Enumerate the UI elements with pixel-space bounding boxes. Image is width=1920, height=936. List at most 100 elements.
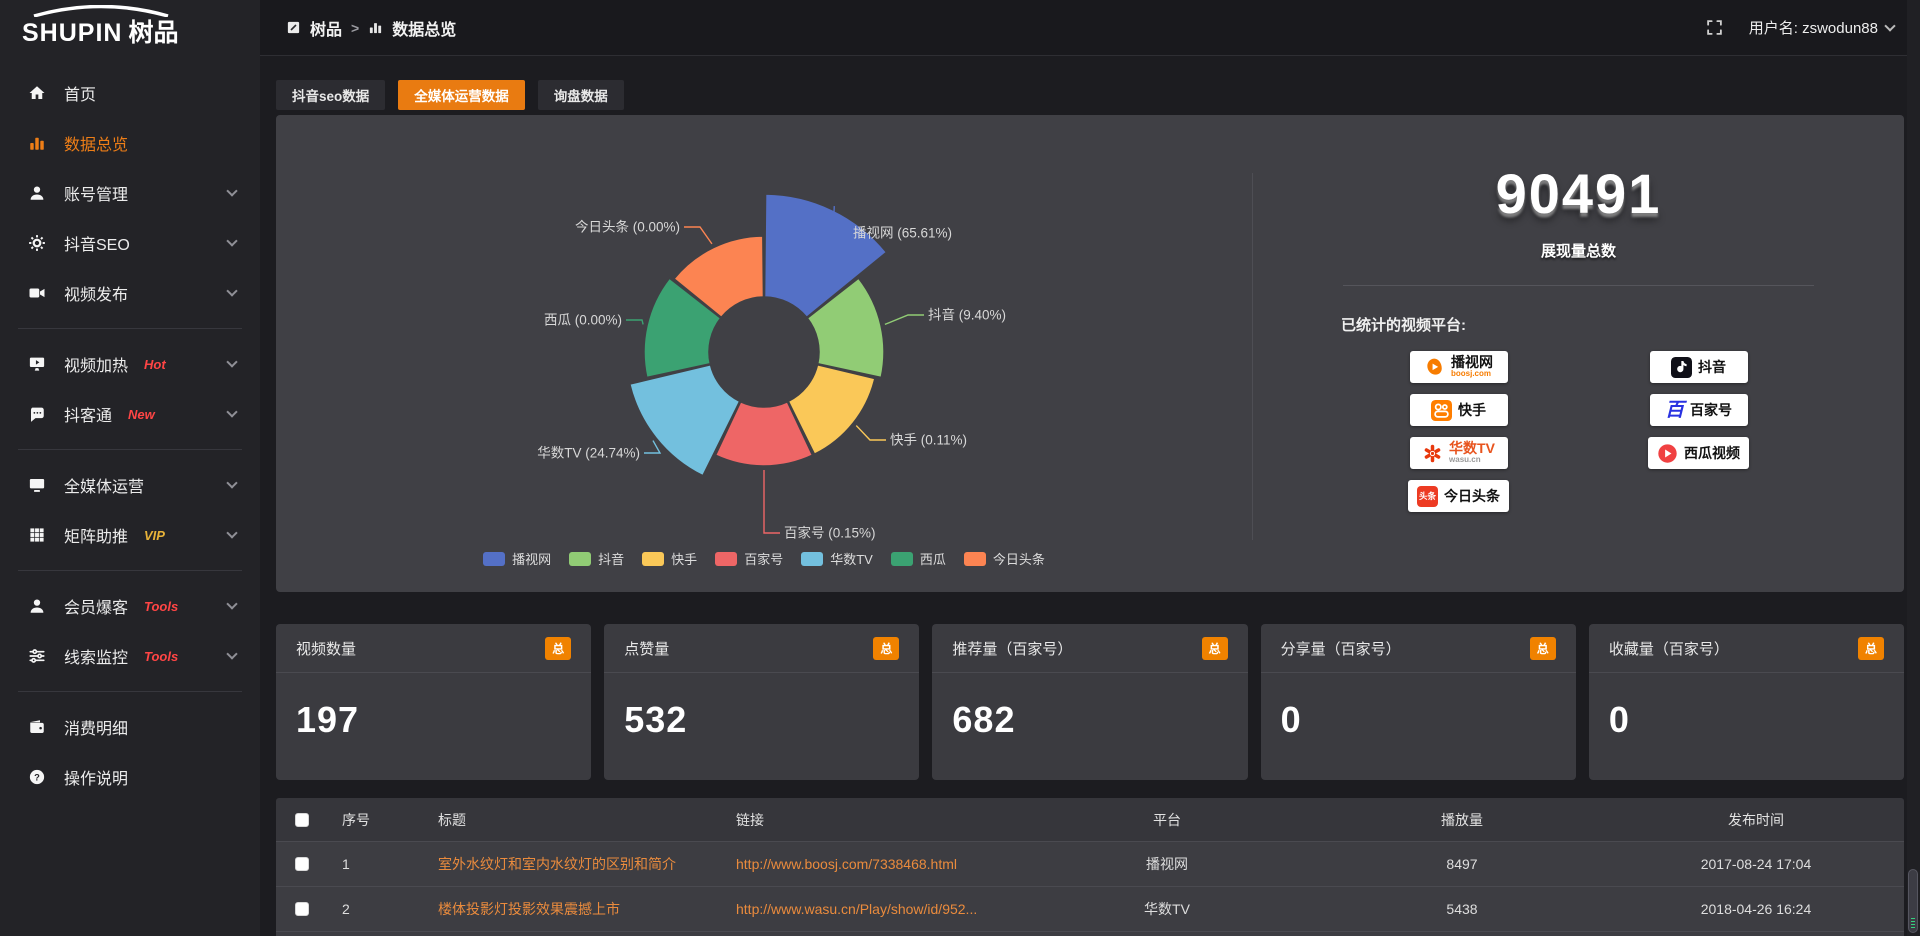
pie-slice-西瓜[interactable] (643, 277, 722, 379)
select-all-checkbox[interactable] (295, 812, 309, 827)
stat-card-3: 分享量（百家号） 总 0 (1260, 624, 1576, 780)
stat-card-value: 682 (952, 699, 1016, 740)
douyin-logo-icon (1671, 356, 1692, 378)
slice-label: 西瓜 (0.00%) (544, 313, 622, 328)
tab-0[interactable]: 抖音seo数据 (276, 80, 386, 110)
cell-plays: 5438 (1446, 901, 1478, 917)
pie-slice-百家号[interactable] (714, 400, 814, 467)
sidebar-item-10[interactable]: 线索监控 Tools (0, 631, 260, 681)
platform-badge-百家号: 百百家号 (1649, 394, 1748, 426)
sidebar-item-12[interactable]: ? 操作说明 (0, 752, 260, 802)
sidebar-item-3[interactable]: 抖音SEO (0, 218, 260, 268)
page-scrollbar[interactable] (1907, 0, 1920, 936)
sidebar-item-label: 数据总览 (64, 137, 129, 154)
sidebar-item-badge: VIP (144, 527, 165, 543)
user-menu[interactable]: 用户名: zswodun88 (1749, 17, 1896, 38)
scrollbar-marks (1911, 917, 1915, 928)
chat-icon (28, 404, 48, 424)
slice-label: 华数TV (24.74%) (537, 446, 640, 461)
logo[interactable]: SHUPIN 树品 (0, 0, 260, 56)
stat-card-total-badge: 总 (1201, 636, 1228, 660)
tab-2[interactable]: 询盘数据 (537, 80, 624, 110)
sidebar-item-0[interactable]: 首页 (0, 68, 260, 118)
sidebar-item-11[interactable]: 消费明细 (0, 702, 260, 752)
sidebar-item-2[interactable]: 账号管理 (0, 168, 260, 218)
sidebar-item-8[interactable]: 矩阵助推 VIP (0, 510, 260, 560)
row-checkbox[interactable] (295, 902, 309, 916)
sidebar-item-4[interactable]: 视频发布 (0, 268, 260, 318)
cell-url-link[interactable]: http://www.wasu.cn/Play/show/id/952... (736, 901, 978, 917)
platform-badge-抖音: 抖音 (1649, 351, 1748, 383)
sidebar-item-7[interactable]: 全媒体运营 (0, 460, 260, 510)
stat-card-title: 点赞量 (624, 640, 670, 658)
legend-item-播视网[interactable]: 播视网 (483, 549, 551, 568)
sidebar-item-badge: Tools (144, 598, 179, 614)
pie-slice-华数TV[interactable] (628, 363, 741, 477)
logo-text-latin: SHUPIN (22, 19, 123, 47)
chevron-down-icon (226, 648, 238, 660)
toutiao-logo-icon: 头条 (1417, 485, 1438, 507)
legend-item-抖音[interactable]: 抖音 (569, 549, 624, 568)
rose-chart-container: 播视网 (65.61%) 抖音 (9.40%) 快手 (0.11%) 百家号 (0.1… (276, 115, 1252, 592)
fullscreen-icon[interactable] (1706, 19, 1723, 36)
platform-badge-西瓜视频: 西瓜视频 (1648, 437, 1749, 469)
sidebar-item-label: 线索监控 (64, 650, 129, 667)
user-icon (28, 183, 48, 203)
legend-swatch (642, 551, 665, 566)
breadcrumb-root[interactable]: 树品 (310, 21, 343, 39)
sidebar-item-5[interactable]: 视频加热 Hot (0, 339, 260, 389)
pie-slice-播视网[interactable] (763, 193, 888, 319)
cell-title-link[interactable]: 室外水纹灯和室内水纹灯的区别和简介 (438, 856, 676, 872)
cell-index: 1 (342, 856, 350, 872)
platform-name: 西瓜视频 (1684, 444, 1740, 461)
slice-label: 今日头条 (0.00%) (575, 219, 680, 235)
sidebar-item-9[interactable]: 会员爆客 Tools (0, 581, 260, 631)
cell-title-link[interactable]: 楼体投影灯投影效果震撼上市 (438, 901, 620, 917)
legend-swatch (483, 551, 506, 566)
legend-item-西瓜[interactable]: 西瓜 (890, 549, 946, 568)
legend-item-快手[interactable]: 快手 (642, 549, 697, 568)
legend-item-华数TV[interactable]: 华数TV (801, 549, 873, 568)
body: 首页数据总览账号管理 抖音SEO 视频发布视频加热 Hot 抖客通 New 全媒体运营 矩阵助… (0, 56, 1920, 936)
sidebar-item-6[interactable]: 抖客通 New (0, 389, 260, 439)
column-header-4: 播放量 (1441, 811, 1483, 828)
stat-card-value: 197 (296, 699, 360, 740)
stat-card-4: 收藏量（百家号） 总 0 (1588, 624, 1905, 780)
monitor-icon (28, 475, 48, 495)
panel-divider (1252, 173, 1253, 540)
pie-slice-今日头条[interactable] (672, 235, 765, 319)
label-leader-line (855, 425, 886, 441)
sidebar-item-1[interactable]: 数据总览 (0, 118, 260, 168)
rose-chart: 播视网 (65.61%) 抖音 (9.40%) 快手 (0.11%) 百家号 (0.1… (537, 193, 1006, 541)
svg-text:?: ? (34, 772, 40, 782)
legend-label: 今日头条 (992, 552, 1045, 567)
stat-card-title: 分享量（百家号） (1280, 640, 1401, 658)
stat-card-value: 0 (1280, 699, 1302, 740)
sidebar-item-label: 抖客通 (64, 408, 113, 425)
pie-slice-快手[interactable] (787, 363, 876, 456)
legend-swatch (963, 551, 986, 566)
chevron-down-icon (226, 477, 238, 489)
platform-name: 今日头条 (1444, 487, 1500, 504)
logo-arc (33, 5, 169, 17)
tab-1[interactable]: 全媒体运营数据 (398, 80, 525, 110)
label-leader-line (626, 319, 644, 325)
label-leader-line (884, 314, 924, 326)
xigua-logo-icon (1657, 443, 1678, 464)
chevron-down-icon (226, 406, 238, 418)
label-leader-line (763, 470, 780, 534)
video-icon (28, 283, 48, 303)
stat-card-title: 视频数量 (296, 640, 357, 658)
platform-badge-快手: 快手 (1409, 394, 1508, 426)
chart-panel: 播视网 (65.61%) 抖音 (9.40%) 快手 (0.11%) 百家号 (0.1… (276, 115, 1904, 592)
legend-item-百家号[interactable]: 百家号 (715, 549, 783, 568)
pie-slice-抖音[interactable] (806, 277, 885, 379)
row-checkbox[interactable] (295, 857, 309, 871)
scrollbar-thumb[interactable] (1908, 869, 1918, 933)
table-body: 1 室外水纹灯和室内水纹灯的区别和简介 http://www.boosj.com/7… (276, 841, 1904, 936)
cell-url-link[interactable]: http://www.boosj.com/7338468.html (736, 856, 958, 872)
legend-item-今日头条[interactable]: 今日头条 (963, 549, 1045, 568)
platform-name: 百家号 (1690, 401, 1732, 418)
column-header-3: 平台 (1153, 811, 1181, 828)
